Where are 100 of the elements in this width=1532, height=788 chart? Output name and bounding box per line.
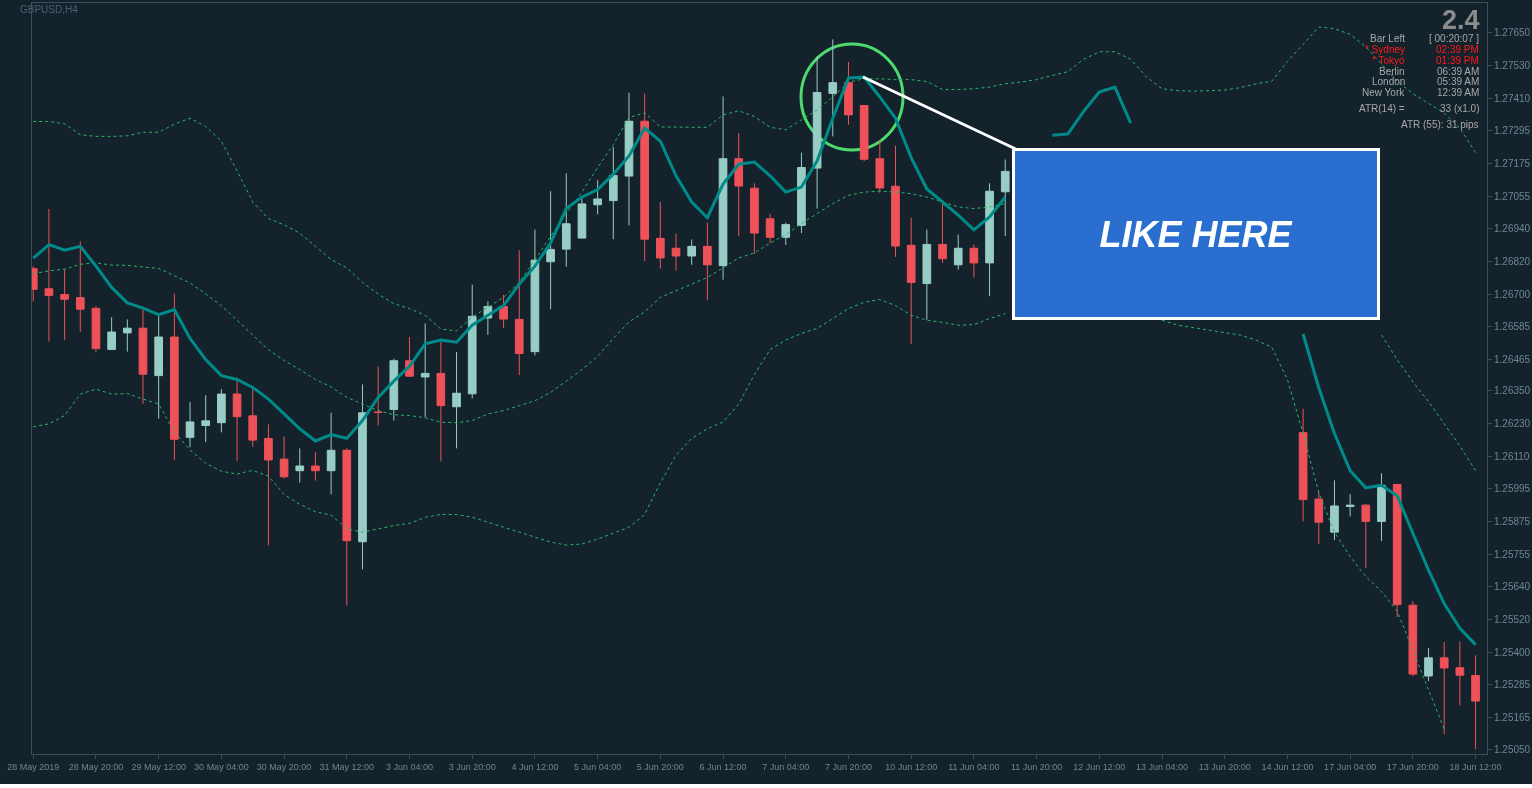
- candlestick: [530, 229, 540, 356]
- annotation: 01:39 PM: [1436, 55, 1479, 66]
- y-tick-label: 1.26110: [1494, 451, 1530, 463]
- annotation: 06:39 AM: [1437, 66, 1480, 77]
- candlestick: [326, 412, 336, 495]
- candlestick: [1345, 493, 1355, 517]
- annotation: ATR(14) =: [1359, 103, 1405, 114]
- candlestick: [828, 38, 838, 137]
- annotation: London: [1372, 76, 1406, 87]
- x-tick-label: 17 Jun 20:00: [1386, 761, 1439, 772]
- x-tick-label: 18 Jun 12:00: [1449, 761, 1502, 772]
- candlestick: [1000, 159, 1010, 237]
- y-tick-label: 1.27530: [1494, 60, 1531, 72]
- x-tick-label: 14 Jun 12:00: [1261, 761, 1314, 772]
- x-tick-label: 7 Jun 04:00: [762, 761, 810, 772]
- candlestick: [561, 172, 571, 268]
- candlestick: [217, 388, 226, 433]
- x-tick-label: 28 May 20:00: [68, 761, 124, 772]
- annotation: * Tokyo: [1372, 55, 1406, 66]
- annotation: * Sydney: [1365, 44, 1406, 55]
- x-tick-label: 6 Jun 12:00: [699, 761, 747, 772]
- y-tick-label: 1.25165: [1494, 711, 1531, 723]
- candlestick: [248, 388, 258, 448]
- annotation: ATR (55): 31 pips: [1401, 119, 1479, 130]
- chart-title: GBPUSD,H4: [20, 4, 79, 15]
- x-tick-label: 3 Jun 04:00: [385, 761, 434, 772]
- candlestick: [264, 423, 273, 546]
- candlestick: [420, 322, 430, 418]
- candlestick: [1471, 654, 1480, 750]
- candlestick: [922, 229, 932, 321]
- candlestick: [1330, 479, 1339, 541]
- annotation: 33 (x1.0): [1440, 103, 1480, 114]
- x-tick-label: 11 Jun 04:00: [948, 761, 1000, 772]
- candlestick: [436, 341, 446, 462]
- y-tick-label: 1.26465: [1494, 353, 1531, 365]
- candlestick: [373, 366, 383, 426]
- candlestick: [44, 208, 54, 343]
- candlestick: [1455, 641, 1465, 706]
- annotation: New York: [1362, 87, 1406, 98]
- candlestick: [389, 358, 399, 422]
- x-tick-label: 12 Jun 12:00: [1073, 761, 1126, 772]
- candlestick: [467, 284, 477, 399]
- candlestick: [107, 316, 116, 350]
- candlestick: [1424, 647, 1433, 682]
- candlestick: [170, 293, 179, 461]
- y-tick-label: 1.25875: [1494, 516, 1531, 528]
- candlestick: [781, 222, 791, 246]
- y-tick-label: 1.25285: [1494, 678, 1531, 690]
- x-tick-label: 7 Jun 20:00: [824, 761, 872, 772]
- annotation: Bar Left: [1370, 33, 1406, 44]
- y-tick-label: 1.25050: [1494, 743, 1531, 755]
- candlestick: [75, 240, 85, 333]
- x-tick-label: 28 May 2019: [7, 761, 60, 772]
- candlestick: [765, 213, 775, 244]
- candlestick: [797, 152, 806, 234]
- annotation: 2.4: [1442, 5, 1480, 35]
- candlestick: [953, 234, 963, 271]
- candlestick: [750, 182, 759, 255]
- candlestick: [891, 145, 900, 258]
- candlestick: [1408, 600, 1418, 677]
- candlestick: [671, 233, 681, 272]
- candlestick: [906, 217, 916, 345]
- candlestick: [1377, 472, 1386, 542]
- candlestick: [985, 182, 994, 297]
- y-tick-label: 1.25640: [1494, 580, 1531, 592]
- candlestick: [859, 105, 869, 162]
- candlestick: [358, 383, 367, 570]
- candlestick: [577, 195, 587, 239]
- candlestick: [1298, 408, 1308, 522]
- x-tick-label: 4 Jun 12:00: [511, 761, 559, 772]
- annotation: 05:39 AM: [1437, 76, 1480, 87]
- y-tick-label: 1.26585: [1494, 320, 1531, 332]
- candlestick: [640, 93, 650, 262]
- y-tick-label: 1.26820: [1494, 255, 1531, 267]
- candlestick: [812, 55, 822, 210]
- x-tick-label: 13 Jun 04:00: [1135, 761, 1189, 772]
- x-tick-label: 31 May 12:00: [319, 761, 375, 772]
- candlestick: [1314, 491, 1324, 545]
- candlestick: [608, 146, 618, 240]
- y-tick-label: 1.25995: [1494, 483, 1531, 495]
- x-tick-label: 5 Jun 04:00: [574, 761, 622, 772]
- candlestick: [138, 308, 148, 405]
- candlestick: [499, 294, 508, 329]
- candlestick: [844, 61, 853, 126]
- x-tick-label: 17 Jun 04:00: [1324, 761, 1377, 772]
- x-tick-label: 30 May 04:00: [194, 761, 249, 772]
- y-tick-label: 1.25400: [1494, 647, 1531, 659]
- candlestick: [311, 451, 320, 482]
- candlestick: [546, 190, 555, 310]
- candlestick: [295, 447, 305, 484]
- candlestick: [1439, 641, 1449, 735]
- y-tick-label: 1.27055: [1494, 190, 1531, 202]
- candlestick: [656, 201, 665, 270]
- x-tick-label: 11 Jun 20:00: [1010, 761, 1063, 772]
- candlestick: [201, 394, 211, 443]
- y-tick-label: 1.25755: [1494, 549, 1531, 561]
- candlestick: [342, 447, 352, 607]
- candlestick: [703, 222, 712, 301]
- y-tick-label: 1.27410: [1494, 93, 1531, 105]
- y-tick-label: 1.27295: [1494, 124, 1531, 136]
